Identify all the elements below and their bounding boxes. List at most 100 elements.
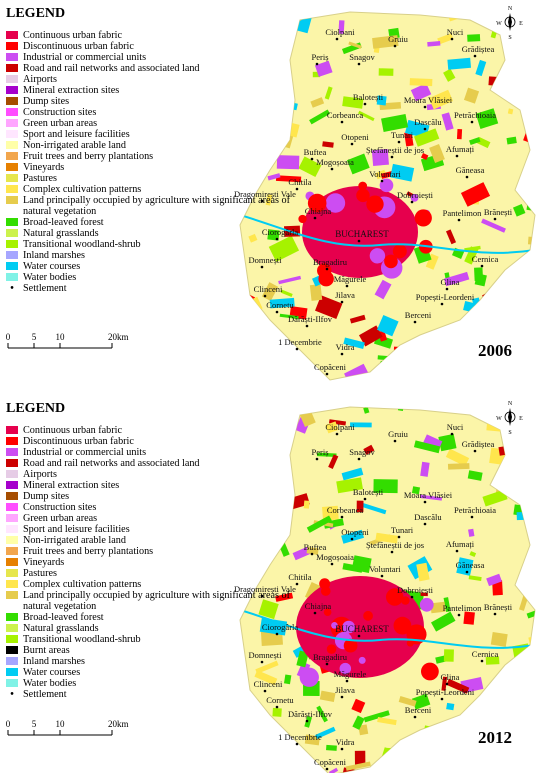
legend-label: Construction sites — [23, 107, 97, 118]
legend-swatch — [6, 459, 18, 467]
legend-swatch — [6, 558, 18, 566]
settlement-dot — [295, 347, 299, 351]
legend-label: Land principally occupied by agriculture… — [23, 195, 291, 217]
legend-label: Industrial or commercial units — [23, 447, 147, 458]
land-patch — [431, 359, 439, 372]
place-label: Otopeni — [341, 527, 369, 537]
land-patch — [434, 730, 448, 738]
land-patch — [409, 78, 433, 87]
legend-label: Water bodies — [23, 272, 77, 283]
urban-patch — [319, 578, 331, 590]
settlement-dot — [295, 742, 299, 746]
settlement-dot — [325, 267, 329, 271]
place-label: Ciorogârla — [262, 622, 299, 632]
land-patch — [324, 86, 333, 100]
urban-patch — [331, 621, 338, 629]
land-patch — [420, 461, 430, 477]
land-patch — [531, 666, 535, 686]
land-patch — [328, 454, 339, 469]
compass-letter: W — [496, 21, 502, 27]
legend-label: Pastures — [23, 568, 57, 579]
land-patch — [413, 128, 440, 147]
legend-item: Continuous urban fabric — [6, 30, 291, 41]
land-patch — [456, 129, 463, 140]
place-label: Mogoșoaia — [316, 157, 354, 167]
settlement-dot — [423, 522, 427, 526]
land-patch — [468, 575, 482, 581]
legend-item: Green urban areas — [6, 513, 291, 524]
place-label: Bragadiru — [313, 652, 348, 662]
settlement-dot — [423, 500, 427, 504]
settlement-dot — [340, 515, 344, 519]
place-label: Domnești — [248, 650, 282, 660]
place-label: Tunari — [391, 130, 414, 140]
settlement-dot — [295, 187, 299, 191]
land-patch — [361, 502, 387, 515]
settlement-dot — [480, 264, 484, 268]
land-patch — [397, 407, 404, 411]
place-label: Pantelimon — [443, 208, 482, 218]
place-label: Domnești — [248, 255, 282, 265]
legend-item: Burnt areas — [6, 645, 291, 656]
settlement-dot — [380, 179, 384, 183]
legend-swatch — [6, 119, 18, 127]
land-patch — [358, 724, 369, 736]
legend-item: Industrial or commercial units — [6, 52, 291, 63]
legend-item: Non-irrigated arable land — [6, 535, 291, 546]
map-panel: Ciolpani Gruiu Nuci Snagov Periș Grădiștea Bal… — [0, 395, 550, 773]
place-label: Tunari — [391, 525, 414, 535]
place-label: Nuci — [447, 422, 464, 432]
legend-swatch — [6, 591, 18, 599]
land-patch — [255, 660, 279, 674]
urban-patch — [343, 638, 358, 653]
legend-item: Airports — [6, 469, 291, 480]
settlement-dot — [480, 659, 484, 663]
legend-swatch — [6, 470, 18, 478]
place-label: Afumați — [446, 539, 475, 549]
place-label: Chiajna — [305, 206, 332, 216]
legend-swatch — [6, 635, 18, 643]
place-label: Balotești — [353, 92, 384, 102]
legend-label: Dump sites — [23, 491, 70, 502]
land-patch — [304, 716, 312, 728]
land-patch — [510, 42, 525, 55]
place-label: Copăceni — [314, 362, 347, 372]
legend-label: Road and rail networks and associated la… — [23, 63, 200, 74]
land-patch — [248, 233, 258, 243]
legend-swatch — [6, 503, 18, 511]
place-label: Ciolpani — [325, 27, 355, 37]
legend-swatch — [6, 97, 18, 105]
land-patch — [316, 705, 328, 723]
compass-letter: S — [508, 35, 511, 41]
legend-label: Continuous urban fabric — [23, 425, 123, 436]
land-patch — [267, 229, 280, 241]
land-patch — [420, 592, 428, 597]
land-patch — [443, 649, 454, 662]
land-patch — [492, 360, 508, 375]
settlement-dot — [330, 562, 334, 566]
land-patch — [509, 53, 533, 73]
place-label: Măgurele — [334, 669, 367, 679]
land-patch — [443, 68, 456, 82]
land-patch — [447, 463, 470, 470]
legend-label: Settlement — [23, 283, 67, 294]
legend-swatch — [6, 514, 18, 522]
land-patch — [281, 757, 294, 773]
legend-label: Fruit trees and berry plantations — [23, 546, 154, 557]
settlement-dot — [260, 660, 264, 664]
place-label: Voluntari — [369, 169, 401, 179]
land-patch — [533, 639, 535, 650]
legend-label: Airports — [23, 74, 57, 85]
place-label: BUCHAREST — [335, 229, 389, 239]
land-patch — [283, 674, 292, 685]
place-label: Glina — [441, 672, 460, 682]
place-label: Afumați — [446, 144, 475, 154]
legend-label: Green urban areas — [23, 118, 98, 129]
land-patch — [315, 295, 343, 320]
legend-item: Broad-leaved forest — [6, 217, 291, 228]
legend-swatch — [6, 668, 18, 676]
legend-swatch — [6, 492, 18, 500]
urban-patch — [323, 608, 332, 616]
land-patch — [325, 421, 339, 434]
settlement-dot — [440, 302, 444, 306]
